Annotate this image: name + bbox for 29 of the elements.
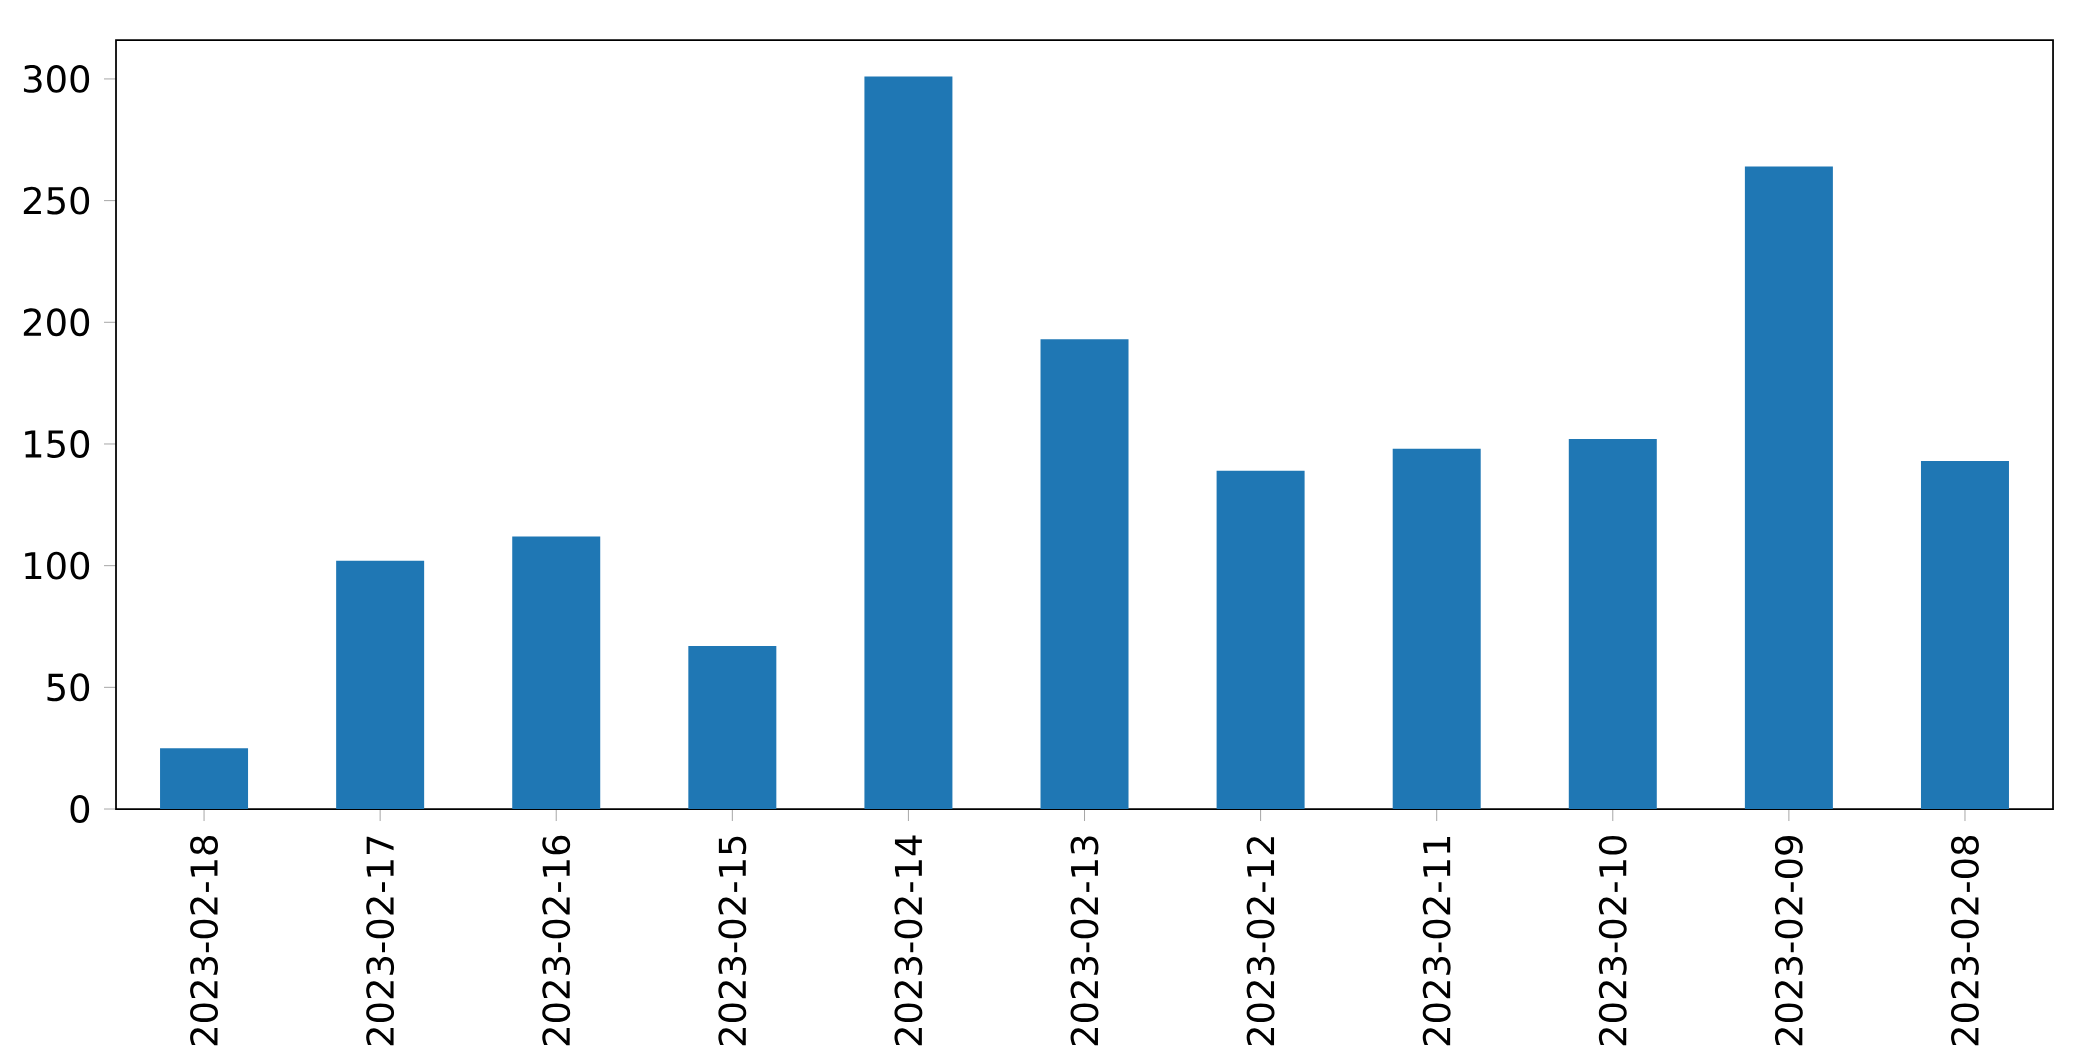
- x-tick-label: 2023-02-15: [718, 836, 747, 1046]
- bar: [864, 76, 953, 810]
- y-tick-label: 250: [23, 186, 90, 215]
- y-tick-label: 100: [25, 551, 90, 580]
- bar: [1744, 166, 1833, 810]
- y-tick-label: 150: [25, 430, 90, 458]
- bar: [1392, 448, 1481, 810]
- bar: [336, 560, 425, 810]
- x-tick-label: 2023-02-12: [1246, 837, 1275, 1046]
- y-tick-label: 0: [70, 795, 90, 823]
- x-tick-label: 2023-02-11: [1422, 836, 1451, 1046]
- bar: [1568, 439, 1657, 810]
- x-tick-label: 2023-02-18: [190, 836, 218, 1046]
- bar: [512, 536, 601, 810]
- y-tick-label: 300: [23, 64, 90, 93]
- bar: [1920, 461, 2009, 810]
- bar: [160, 748, 249, 810]
- x-tick-label: 2023-02-09: [1774, 836, 1803, 1046]
- y-tick-label: 50: [47, 673, 90, 702]
- x-tick-label: 2023-02-13: [1070, 836, 1099, 1046]
- y-tick-label: 200: [23, 308, 90, 337]
- x-tick-label: 2023-02-16: [542, 835, 571, 1046]
- x-tick-label: 2023-02-08: [1951, 836, 1979, 1046]
- x-tick-label: 2023-02-14: [894, 835, 923, 1046]
- bar: [688, 645, 777, 810]
- x-tick-label: 2023-02-10: [1598, 835, 1627, 1046]
- bar: [1216, 470, 1305, 810]
- x-tick-label: 2023-02-17: [366, 836, 395, 1046]
- bar: [1040, 339, 1129, 810]
